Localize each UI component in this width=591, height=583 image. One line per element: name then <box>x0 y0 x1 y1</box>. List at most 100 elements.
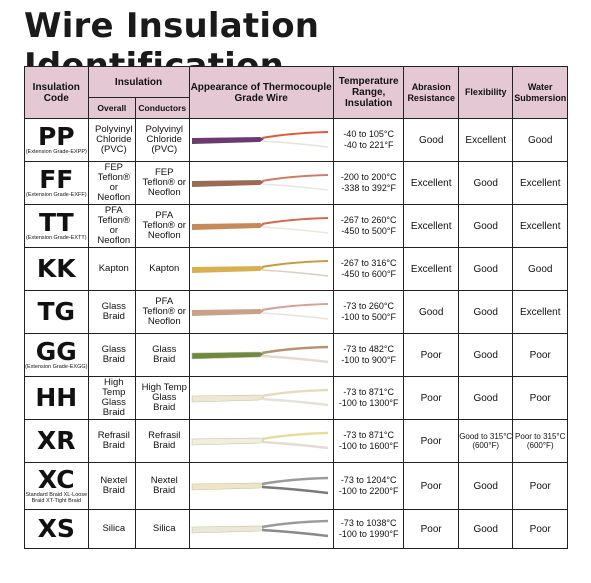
flexibility-cell: Good <box>457 509 514 549</box>
wire-appearance-cell <box>188 161 334 205</box>
table-row: GG (Extension Grade-EXGG) Glass Braid Glass… <box>24 333 568 377</box>
temperature-celsius: -40 to 105°C <box>343 129 394 139</box>
insulation-code: FF <box>39 165 74 194</box>
insulation-code: HH <box>35 383 78 412</box>
table-row: TG Glass Braid PFA Teflon® or Neoflon -73 t… <box>24 290 568 334</box>
insulation-code-cell: FF (Extension Grade-EXFF) <box>24 161 89 205</box>
abrasion-cell: Poor <box>403 419 459 463</box>
insulation-table: Insulation Code Insulation Appearance of… <box>24 66 568 549</box>
overall-text: PFA Teflon® or Neoflon <box>97 205 131 246</box>
overall-cell: Nextel Braid <box>87 462 137 510</box>
wire-lead <box>261 140 328 148</box>
header-appearance: Appearance of Thermocouple Grade Wire <box>188 66 334 119</box>
wire-lead <box>261 312 328 320</box>
conductors-cell: PFA Teflon® or Neoflon <box>135 290 190 334</box>
header-overall: Overall <box>87 97 137 119</box>
conductors-cell: FEP Teflon® or Neoflon <box>135 161 190 205</box>
wire-appearance-cell <box>188 509 334 549</box>
wire-lead <box>261 303 328 311</box>
table-row: FF (Extension Grade-EXFF) FEP Teflon® or N… <box>24 161 568 205</box>
wire-image <box>191 476 328 495</box>
water-cell: Good <box>512 118 568 162</box>
header-abrasion: Abrasion Resistance <box>403 66 459 119</box>
table-row: XC Standard Braid XL-Loose Braid XT-Tight… <box>24 462 568 510</box>
temperature-fahrenheit: -450 to 500°F <box>341 226 396 236</box>
wire-lead <box>261 183 328 191</box>
overall-cell: Silica <box>87 509 137 549</box>
water-cell: Poor <box>512 333 568 377</box>
conductors-cell: Kapton <box>135 247 190 291</box>
overall-cell: Glass Braid <box>87 333 137 377</box>
code-subtitle: (Extension Grade-EXFF) <box>26 192 87 198</box>
flexibility-cell: Good <box>457 462 514 510</box>
temperature-fahrenheit: -100 to 2200°F <box>338 486 399 496</box>
temperature-celsius: -73 to 871°C <box>343 430 394 440</box>
overall-text: Silica <box>102 523 126 534</box>
overall-cell: Polyvinyl Chloride (PVC) <box>87 118 137 162</box>
overall-text: Refrasil Braid <box>97 430 130 451</box>
temperature-cell: -267 to 260°C -450 to 500°F <box>332 204 405 248</box>
flexibility-cell: Good <box>457 204 514 248</box>
insulation-code: XS <box>37 514 75 543</box>
wire-lead <box>261 528 328 538</box>
flexibility-cell: Good <box>457 290 514 334</box>
conductors-cell: PFA Teflon® or Neoflon <box>135 204 190 248</box>
wire-lead <box>261 485 328 495</box>
table-row: HH High Temp Glass Braid High Temp Glass B… <box>24 376 568 420</box>
flexibility-cell: Good <box>457 333 514 377</box>
overall-cell: Refrasil Braid <box>87 419 137 463</box>
flexibility-cell: Excellent <box>457 118 514 162</box>
water-cell: Excellent <box>512 161 568 205</box>
wire-lead <box>261 476 328 486</box>
code-subtitle: (Extension Grade-EXPP) <box>25 149 87 155</box>
wire-lead <box>261 345 328 355</box>
temperature-fahrenheit: -100 to 1600°F <box>338 441 399 451</box>
insulation-code-cell: XR <box>24 419 89 463</box>
table-row: XS Silica Silica -73 to 1038°C -100 to 1990°… <box>24 509 568 549</box>
wire-image <box>191 345 328 364</box>
wire-lead <box>261 260 328 268</box>
abrasion-cell: Poor <box>403 376 459 420</box>
overall-cell: FEP Teflon® or Neoflon <box>87 161 137 205</box>
water-cell: Good <box>512 247 568 291</box>
abrasion-cell: Poor <box>403 462 459 510</box>
temperature-cell: -200 to 200°C -338 to 392°F <box>332 161 405 205</box>
flexibility-cell: Good to 315°C (600°F) <box>457 419 514 463</box>
wire-jacket <box>191 266 264 273</box>
flexibility-cell: Good <box>457 161 514 205</box>
temperature-celsius: -73 to 482°C <box>343 344 394 354</box>
flexibility-cell: Good <box>457 247 514 291</box>
wire-appearance-cell <box>188 333 334 377</box>
overall-cell: High Temp Glass Braid <box>87 376 137 420</box>
conductors-cell: Nextel Braid <box>135 462 190 510</box>
header-conductors: Conductors <box>135 97 190 119</box>
code-subtitle: (Extension Grade-EXGG) <box>25 364 88 370</box>
wire-lead <box>261 217 328 225</box>
header-insulation-code: Insulation Code <box>24 66 89 119</box>
header-insulation: Insulation <box>87 66 190 98</box>
code-subtitle: Standard Braid XL-Loose Braid XT-Tight B… <box>25 492 88 504</box>
insulation-code-cell: XS <box>24 509 89 549</box>
insulation-code: TG <box>37 297 76 326</box>
table-row: KK Kapton Kapton -267 to 316°C -450 to 600°F… <box>24 247 568 291</box>
water-cell: Poor to 315°C (600°F) <box>512 419 568 463</box>
temperature-cell: -73 to 1204°C -100 to 2200°F <box>332 462 405 510</box>
temperature-fahrenheit: -40 to 221°F <box>343 140 394 150</box>
wire-jacket <box>191 351 265 360</box>
conductors-text: FEP Teflon® or Neoflon <box>142 167 186 198</box>
wire-jacket <box>191 394 265 403</box>
conductors-cell: Polyvinyl Chloride (PVC) <box>135 118 190 162</box>
wire-jacket <box>191 309 264 316</box>
insulation-code-cell: KK <box>24 247 89 291</box>
overall-text: Glass Braid <box>101 344 126 365</box>
flexibility-cell: Good <box>457 376 514 420</box>
wire-image <box>191 303 328 320</box>
conductors-cell: Silica <box>135 509 190 549</box>
temperature-cell: -73 to 260°C -100 to 500°F <box>332 290 405 334</box>
wire-lead <box>261 440 328 450</box>
wire-jacket <box>191 525 265 534</box>
table-row: PP (Extension Grade-EXPP) Polyvinyl Chlori… <box>24 118 568 162</box>
conductors-cell: High Temp Glass Braid <box>135 376 190 420</box>
table-body: PP (Extension Grade-EXPP) Polyvinyl Chlori… <box>24 118 568 549</box>
wire-image <box>191 217 328 234</box>
